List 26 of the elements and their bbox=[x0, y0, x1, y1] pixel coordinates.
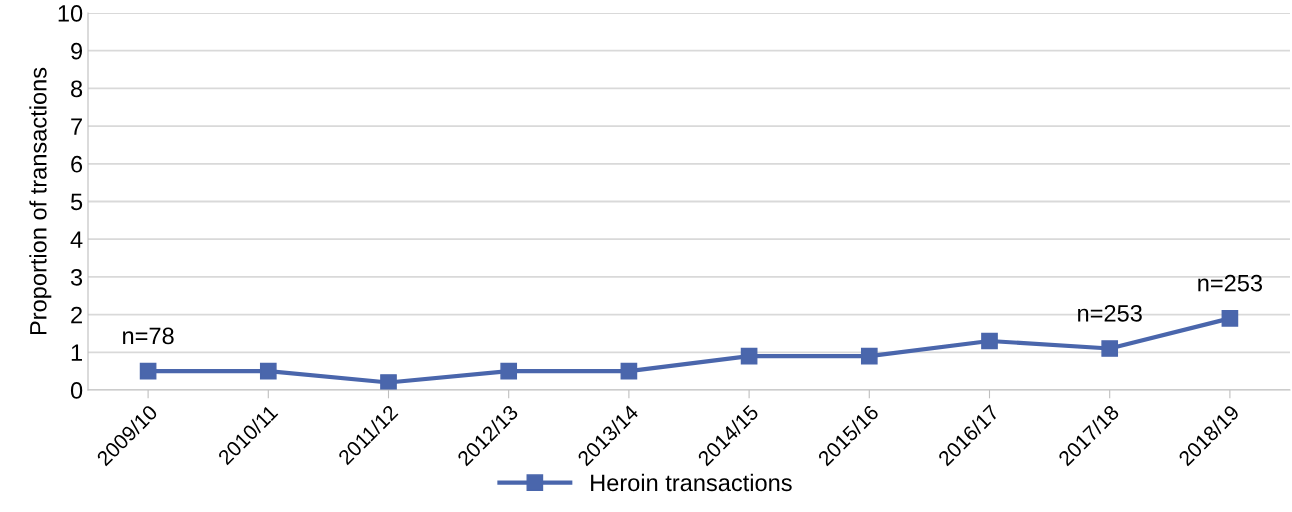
y-tick-label: 4 bbox=[70, 231, 83, 248]
y-tick-label: 7 bbox=[71, 118, 82, 135]
y-tick-label: 2 bbox=[71, 306, 82, 324]
y-axis-title: Proportion of transactions bbox=[29, 67, 52, 335]
y-tick-label: 1 bbox=[71, 344, 82, 361]
y-tick-label: 5 bbox=[70, 193, 83, 211]
y-tick-label: 0 bbox=[70, 382, 83, 399]
y-tick-label: 10 bbox=[58, 5, 83, 22]
y-tick-label: 9 bbox=[71, 42, 83, 60]
point bbox=[1221, 310, 1239, 327]
point bbox=[500, 362, 518, 380]
point bbox=[740, 347, 758, 365]
point bbox=[380, 374, 397, 390]
point bbox=[1101, 340, 1119, 357]
y-tick-label: 3 bbox=[70, 268, 83, 286]
y-tick-label: 8 bbox=[71, 80, 83, 98]
legend-label: Heroin transactions bbox=[591, 473, 792, 492]
point bbox=[981, 332, 998, 350]
point bbox=[139, 362, 157, 380]
point bbox=[620, 362, 638, 380]
point bbox=[860, 347, 878, 365]
y-tick-label: 6 bbox=[71, 155, 83, 173]
annotation: n=253 bbox=[1198, 274, 1263, 292]
annotation: n=253 bbox=[1078, 304, 1142, 322]
point bbox=[259, 362, 277, 380]
annotation: n=78 bbox=[123, 327, 174, 345]
